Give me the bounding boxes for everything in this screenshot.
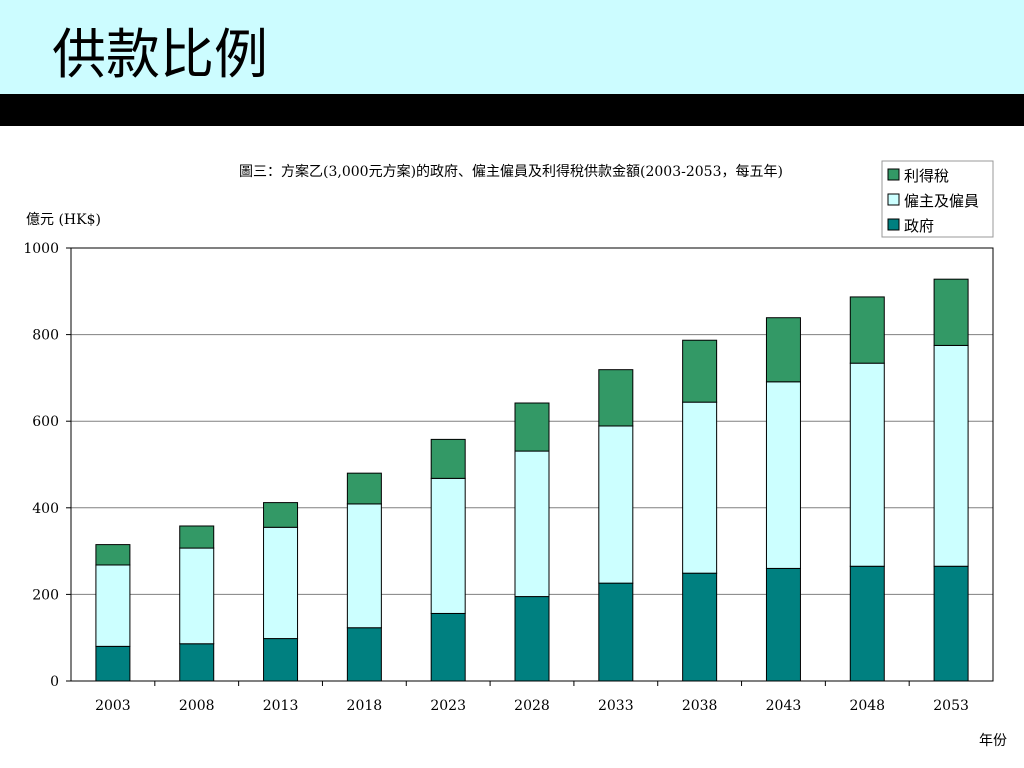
- x-tick-label: 2033: [598, 698, 634, 714]
- x-tick-label: 2018: [347, 698, 383, 714]
- y-axis-label: 億元 (HK$): [26, 212, 101, 228]
- bar-segment-僱主及僱員-2043: [765, 381, 801, 569]
- x-tick-label: 2028: [514, 698, 550, 714]
- bar-segment-政府-2013: [263, 638, 299, 682]
- bar-series: [95, 278, 969, 682]
- bar-segment-政府-2043: [765, 567, 801, 682]
- bar-segment-僱主及僱員-2048: [849, 362, 885, 567]
- bar-segment-僱主及僱員-2053: [933, 344, 969, 567]
- bar-segment-利得稅-2038: [682, 339, 718, 403]
- y-tick-label: 200: [32, 587, 59, 603]
- bar-segment-利得稅-2033: [598, 369, 634, 427]
- header-band: [0, 0, 1024, 94]
- chart-title: 圖三：方案乙(3,000元方案)的政府、僱主僱員及利得稅供款金額(2003-20…: [239, 163, 783, 180]
- bar-segment-政府-2008: [179, 643, 215, 682]
- y-tick-label: 1000: [23, 241, 59, 257]
- legend-box: [881, 160, 994, 238]
- slide-title: 供款比例: [52, 23, 268, 86]
- bar-segment-利得稅-2053: [933, 278, 969, 346]
- y-tick-labels: 0 200 400 600 800 1000: [23, 241, 71, 690]
- bar-segment-利得稅-2013: [263, 502, 299, 528]
- x-tick-label: 2003: [95, 698, 131, 714]
- bar-segment-利得稅-2008: [179, 525, 215, 549]
- bar-segment-僱主及僱員-2028: [514, 450, 550, 598]
- bar-segment-政府-2048: [849, 565, 885, 682]
- bar-segment-政府-2018: [346, 627, 382, 682]
- x-tick-label: 2048: [849, 698, 885, 714]
- legend-swatch: [887, 168, 900, 181]
- x-tick-label: 2038: [682, 698, 718, 714]
- bar-segment-政府-2033: [598, 582, 634, 682]
- legend-label: 僱主及僱員: [904, 192, 979, 210]
- x-tick-label: 2023: [430, 698, 466, 714]
- x-tick-label: 2053: [933, 698, 969, 714]
- bar-segment-僱主及僱員-2008: [179, 547, 215, 645]
- bar-segment-僱主及僱員-2013: [263, 526, 299, 640]
- x-tick-label: 2013: [263, 698, 299, 714]
- bar-segment-政府-2038: [682, 572, 718, 682]
- bar-segment-利得稅-2023: [430, 438, 466, 479]
- bar-segment-政府-2003: [95, 645, 131, 682]
- y-tick-label: 0: [50, 674, 59, 690]
- bar-segment-利得稅-2003: [95, 544, 131, 566]
- bar-segment-僱主及僱員-2003: [95, 564, 131, 647]
- x-axis-label: 年份: [979, 733, 1007, 749]
- y-tick-label: 800: [32, 328, 59, 344]
- bar-segment-僱主及僱員-2023: [430, 477, 466, 614]
- bar-segment-政府-2028: [514, 596, 550, 682]
- bar-segment-利得稅-2018: [346, 472, 382, 505]
- bar-segment-政府-2053: [933, 565, 969, 682]
- x-tick-labels: 2003 2008 2013 2018 2023 2028 2033 2038 2043 2048…: [95, 681, 969, 714]
- bar-segment-利得稅-2048: [849, 296, 885, 364]
- y-tick-label: 400: [32, 501, 59, 517]
- legend-swatch: [887, 193, 900, 206]
- bar-segment-僱主及僱員-2038: [682, 401, 718, 574]
- bar-segment-利得稅-2028: [514, 402, 550, 452]
- title-underline-bar: [0, 94, 1024, 126]
- bar-segment-政府-2023: [430, 612, 466, 682]
- bar-segment-利得稅-2043: [765, 317, 801, 383]
- bar-segment-僱主及僱員-2033: [598, 425, 634, 584]
- x-tick-label: 2008: [179, 698, 215, 714]
- x-tick-label: 2043: [766, 698, 802, 714]
- bar-segment-僱主及僱員-2018: [346, 503, 382, 629]
- legend-swatch: [887, 218, 900, 231]
- y-tick-label: 600: [32, 414, 59, 430]
- legend-label: 政府: [904, 217, 934, 235]
- legend-label: 利得稅: [904, 167, 949, 185]
